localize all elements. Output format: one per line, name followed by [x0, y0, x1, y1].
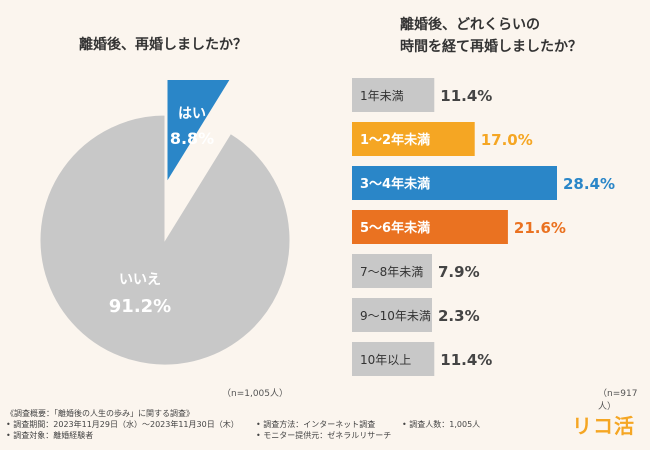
- survey-period: • 調査期間：2023年11月29日（水）〜2023年11月30日（木）: [6, 420, 239, 429]
- pie-slice-no: [39, 114, 291, 366]
- bar-chart-title: 離婚後、どれくらいの 時間を経て再婚しましたか？: [400, 14, 640, 58]
- bar-value-label-2: 17.0%: [481, 131, 533, 149]
- pie-chart-title: 離婚後、再婚しましたか？: [79, 37, 247, 53]
- bar-category-label-5: 7〜8年未満: [360, 265, 423, 279]
- survey-target: • 調査対象：離婚経験者: [6, 431, 94, 440]
- pie-value-yes: 8.8%: [170, 129, 214, 148]
- bar-value-label-7: 11.4%: [440, 351, 492, 369]
- bar-5: [352, 254, 432, 288]
- bar-value-label-3: 28.4%: [563, 175, 615, 193]
- bar-value-label-4: 21.6%: [514, 219, 566, 237]
- pie-label-yes: はい: [178, 106, 206, 122]
- bar-chart: 1年未満 11.4% 1〜2年未満 17.0% 3〜4年未満 28.4% 5〜6年未満 21.…: [352, 78, 615, 376]
- survey-overview: 《調査概要：「離婚後の人生の歩み」に関する調査》: [6, 409, 194, 418]
- bar-value-label-5: 7.9%: [438, 263, 480, 281]
- bar-value-label-1: 11.4%: [440, 87, 492, 105]
- bar-7: [352, 342, 435, 376]
- pie-chart: はい 8.8% いいえ 91.2%: [39, 80, 291, 366]
- bar-category-label-1: 1年未満: [360, 89, 404, 103]
- bar-category-label-6: 9〜10年未満: [360, 309, 431, 323]
- pie-value-no: 91.2%: [109, 296, 171, 317]
- survey-count: • 調査人数：1,005人: [402, 420, 481, 429]
- bar-value-label-6: 2.3%: [438, 307, 480, 325]
- bar-category-label-4: 5〜6年未満: [360, 220, 430, 236]
- bar-chart-title-line-1: 離婚後、どれくらいの: [400, 17, 540, 33]
- bar-3: [352, 166, 557, 200]
- bar-category-label-7: 10年以上: [360, 353, 411, 367]
- pie-slice-yes: [166, 80, 231, 184]
- survey-footer: 《調査概要：「離婚後の人生の歩み」に関する調査》 • 調査期間：2023年11月…: [6, 408, 566, 441]
- survey-method: • 調査方法：インターネット調査: [256, 420, 376, 429]
- pie-label-no: いいえ: [119, 272, 161, 288]
- pie-sample-size: （n=1,005人）: [222, 389, 289, 399]
- bar-2: [352, 122, 475, 156]
- bar-1: [352, 78, 435, 112]
- bar-category-label-2: 1〜2年未満: [360, 132, 430, 148]
- brand-logo: リコ活: [572, 414, 635, 438]
- bar-sample-size: （n=917人）: [598, 389, 638, 412]
- bar-chart-title-line-2: 時間を経て再婚しましたか？: [400, 39, 582, 55]
- bar-category-label-3: 3〜4年未満: [360, 176, 430, 192]
- bar-6: [352, 298, 432, 332]
- survey-provider: • モニター提供元：ゼネラルリサーチ: [256, 431, 392, 440]
- bar-4: [352, 210, 508, 244]
